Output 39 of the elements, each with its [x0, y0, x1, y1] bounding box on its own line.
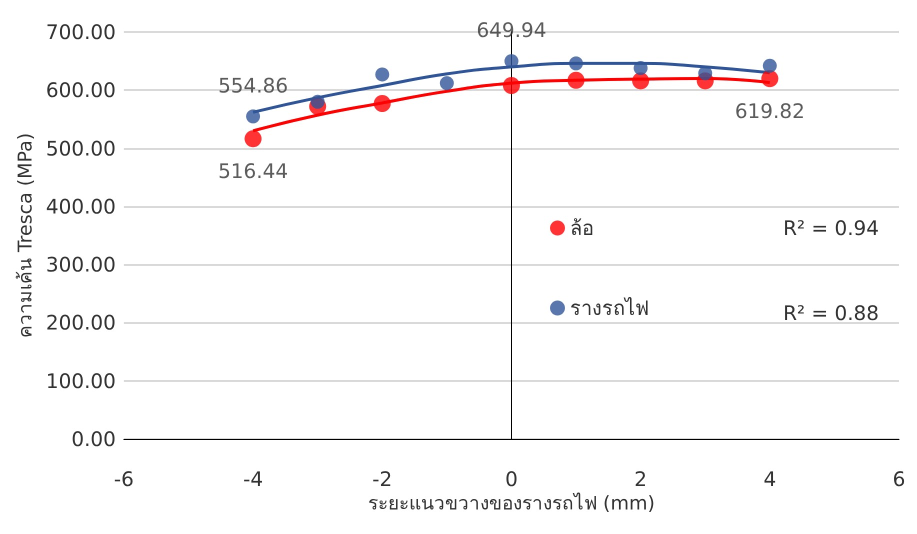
x-tick-label: 4 [763, 467, 776, 491]
point [762, 58, 777, 73]
data-label: 649.94 [476, 18, 546, 42]
annotation: R² = 0.88 [783, 301, 880, 325]
data-label: 516.44 [218, 159, 288, 184]
point [502, 76, 520, 94]
point [569, 56, 584, 70]
y-tick-label: 400.00 [46, 194, 116, 218]
point [310, 94, 325, 109]
y-tick-label: 500.00 [46, 136, 116, 160]
x-tick-label: 0 [505, 467, 518, 491]
point [440, 76, 454, 90]
y-tick-label: 700.00 [46, 20, 116, 44]
y-tick-label: 0.00 [71, 427, 116, 451]
x-tick-label: -4 [243, 467, 264, 491]
point [246, 109, 260, 124]
legend-label: รางรถไฟ [570, 296, 649, 320]
y-tick-label: 300.00 [46, 252, 116, 277]
legend-label: ล้อ [570, 216, 594, 240]
point [374, 95, 391, 112]
data-label: 619.82 [734, 99, 805, 124]
y-tick-label: 200.00 [46, 310, 116, 335]
point [761, 70, 778, 88]
point [698, 66, 712, 80]
x-tick-label: -2 [372, 467, 392, 491]
point [375, 67, 390, 82]
x-tick-label: -6 [114, 467, 134, 491]
point [632, 72, 650, 90]
data-label: 554.86 [218, 73, 288, 98]
y-axis-title: ความเค้น Tresca (MPa) [14, 132, 36, 338]
y-tick-label: 600.00 [46, 78, 116, 102]
x-tick-label: 2 [634, 467, 647, 491]
point [634, 61, 648, 76]
point [568, 72, 585, 89]
y-tick-label: 100.00 [46, 368, 116, 393]
x-tick-label: 6 [892, 467, 906, 491]
point [244, 130, 262, 148]
annotation: R² = 0.94 [783, 216, 880, 240]
x-axis-title: ระยะแนวขวางของรางรถไฟ (mm) [368, 492, 655, 514]
